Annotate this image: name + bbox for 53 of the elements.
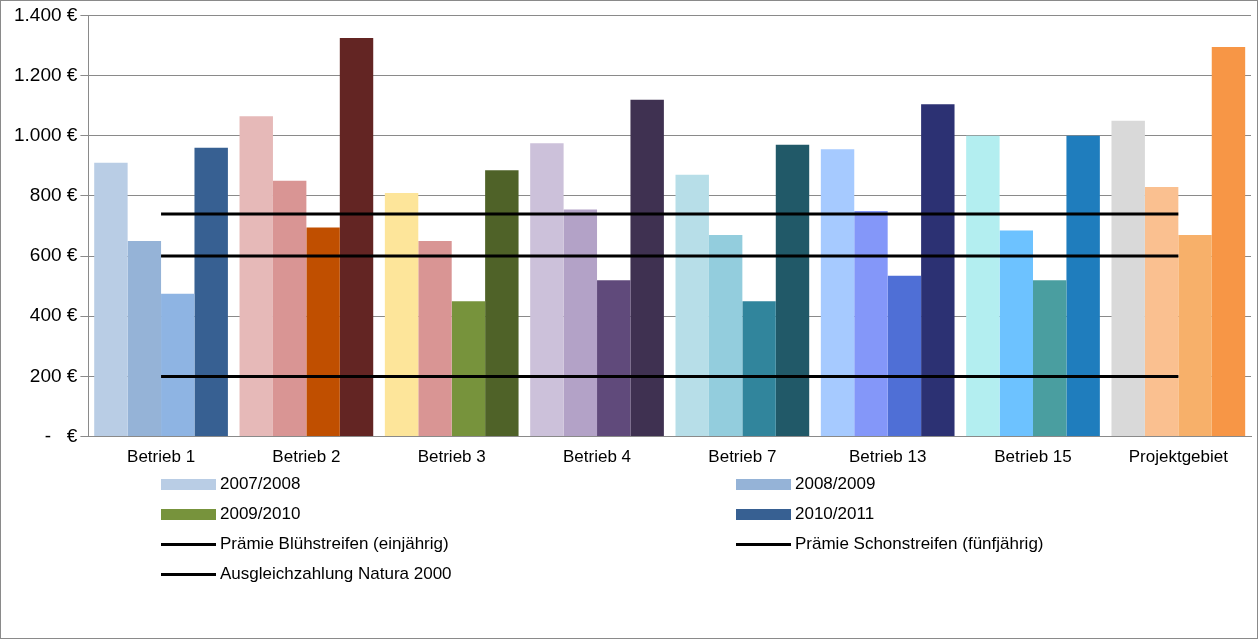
y-tick-label: 1.000 € <box>13 123 78 145</box>
bar <box>418 241 452 437</box>
bar <box>451 301 486 437</box>
bar <box>1144 186 1179 437</box>
x-tick-label: Betrieb 3 <box>417 447 486 467</box>
bar <box>306 227 340 437</box>
bar <box>820 149 855 437</box>
bar <box>1178 235 1212 437</box>
bar <box>675 174 709 437</box>
bar <box>563 209 598 437</box>
bar <box>597 280 631 437</box>
x-tick-label: Betrieb 1 <box>127 447 196 467</box>
bar <box>1066 135 1100 437</box>
bar <box>966 135 1000 437</box>
y-tick-label: 600 € <box>29 244 78 266</box>
x-tick-label: Betrieb 15 <box>994 447 1072 467</box>
bar <box>1111 120 1145 437</box>
bar <box>775 144 810 437</box>
y-tick-label: 200 € <box>29 364 78 386</box>
y-tick-label: 400 € <box>29 304 78 326</box>
legend-label: Ausgleichzahlung Natura 2000 <box>220 564 452 584</box>
legend-label: 2007/2008 <box>220 474 301 494</box>
bar <box>239 116 273 437</box>
bar <box>1211 46 1246 437</box>
legend-label: Prämie Schonstreifen (fünfjährig) <box>795 534 1044 554</box>
x-tick-label: Projektgebiet <box>1128 447 1229 467</box>
bar <box>887 275 922 437</box>
y-tick-label: 1.200 € <box>13 63 78 85</box>
bar <box>384 192 419 437</box>
bar <box>630 99 664 437</box>
bar <box>194 147 228 437</box>
bar <box>339 37 374 437</box>
y-tick-label: - € <box>44 424 78 446</box>
x-tick-label: Betrieb 2 <box>272 447 341 467</box>
x-tick-label: Betrieb 7 <box>708 447 777 467</box>
legend-label: 2010/2011 <box>795 504 875 524</box>
bar <box>742 301 776 437</box>
legend-label: 2008/2009 <box>795 474 876 494</box>
x-tick-label: Betrieb 4 <box>563 447 632 467</box>
bar <box>272 180 307 437</box>
x-tick-label: Betrieb 13 <box>848 447 927 467</box>
bar <box>708 235 743 437</box>
bar <box>999 230 1034 437</box>
bar <box>854 210 888 437</box>
bar <box>921 104 955 437</box>
bar <box>94 162 128 437</box>
y-tick-label: 800 € <box>29 184 78 206</box>
bar <box>530 143 564 437</box>
bar <box>485 170 519 437</box>
bar <box>1033 280 1067 437</box>
legend-label: Prämie Blühstreifen (einjährig) <box>220 534 449 554</box>
legend-label: 2009/2010 <box>220 504 301 524</box>
y-tick-label: 1.400 € <box>13 3 78 25</box>
